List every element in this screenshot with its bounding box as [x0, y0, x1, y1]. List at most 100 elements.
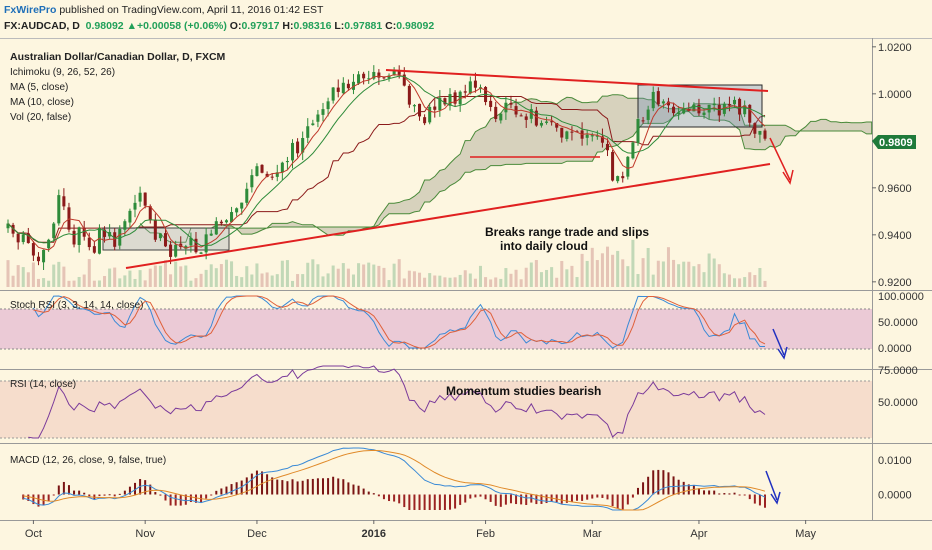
volume-bar	[209, 264, 213, 287]
close-value: 0.98092	[396, 20, 435, 32]
stoch-rsi-pane[interactable]: Stoch RSI (3, 3, 14, 14, close)	[0, 295, 872, 360]
volume-bar	[595, 260, 599, 287]
candle-body	[646, 109, 650, 120]
volume-bar	[692, 266, 696, 287]
candle-body	[301, 138, 305, 153]
price-axis[interactable]: 1.02001.00000.98000.96000.94000.9200100.…	[872, 42, 924, 502]
macd-histogram-bar	[555, 494, 558, 503]
volume-bar	[641, 258, 645, 287]
candle-body	[290, 142, 295, 161]
volume-bar	[514, 269, 518, 287]
volume-bar	[285, 260, 289, 287]
legend-rsi[interactable]: RSI (14, close)	[10, 379, 76, 390]
price-pane[interactable]: Breaks range trade and slips into daily …	[6, 51, 873, 287]
volume-bar	[590, 247, 594, 287]
candle-body	[692, 104, 696, 112]
candle-body	[473, 80, 477, 88]
candle-body	[341, 82, 345, 94]
macd-histogram-bar	[606, 494, 609, 500]
red-down-arrow-icon	[769, 137, 794, 185]
publisher-name[interactable]: FxWirePro	[4, 4, 57, 16]
macd-histogram-bar	[220, 488, 223, 495]
candle-body	[590, 135, 594, 137]
macd-histogram-bar	[296, 481, 299, 495]
candle-body	[245, 188, 249, 203]
volume-bar	[387, 280, 391, 287]
high-label: H:	[282, 20, 294, 32]
macd-histogram-bar	[266, 474, 269, 495]
macd-histogram-bar	[301, 480, 304, 495]
volume-bar	[250, 274, 254, 287]
macd-histogram-bar	[764, 494, 766, 508]
macd-histogram-bar	[576, 494, 579, 501]
candle-body	[21, 234, 25, 243]
macd-histogram-bar	[718, 493, 721, 495]
macd-histogram-bar	[601, 494, 604, 498]
candle-body	[214, 221, 218, 235]
volume-bar	[108, 268, 112, 287]
macd-histogram-bar	[570, 494, 573, 503]
macd-histogram-bar	[286, 481, 289, 495]
candle-body	[11, 224, 15, 234]
macd-histogram-bar	[509, 494, 512, 504]
candle-body	[392, 69, 396, 76]
candle-body	[346, 83, 350, 89]
legend-macd[interactable]: MACD (12, 26, close, 9, false, true)	[10, 455, 166, 466]
macd-histogram-bar	[581, 494, 584, 501]
macd-histogram-bar	[362, 488, 365, 495]
macd-histogram-bar	[367, 491, 370, 495]
low-value: 0.97881	[344, 20, 383, 32]
candle-body	[626, 156, 630, 177]
macd-histogram-bar	[27, 494, 30, 501]
macd-histogram-bar	[321, 478, 324, 495]
macd-histogram-bar	[67, 485, 70, 495]
volume-bar	[153, 265, 157, 287]
candle-body	[733, 99, 737, 105]
legend-stoch[interactable]: Stoch RSI (3, 3, 14, 14, close)	[10, 300, 143, 311]
legend-ichimoku[interactable]: Ichimoku (9, 26, 52, 26)	[10, 67, 115, 78]
volume-bar	[443, 277, 447, 287]
volume-bar	[575, 277, 579, 287]
volume-bar	[346, 268, 350, 287]
time-axis[interactable]: Oct Nov Dec 2016 Feb Mar Apr May	[25, 520, 817, 540]
macd-histogram-bar	[403, 494, 406, 508]
candle-body	[230, 212, 234, 223]
candle-body	[621, 176, 625, 179]
macd-pane[interactable]: MACD (12, 26, close, 9, false, true)	[10, 447, 781, 511]
candle-body	[148, 206, 152, 221]
macd-histogram-bar	[215, 490, 218, 495]
macd-histogram-bar	[52, 494, 55, 496]
candle-body	[616, 176, 620, 182]
candle-body	[702, 112, 706, 115]
volume-bar	[448, 277, 452, 287]
candle-body	[103, 229, 107, 237]
macd-histogram-bar	[276, 479, 279, 495]
volume-bar	[636, 274, 640, 287]
candle-body	[153, 219, 157, 240]
macd-histogram-bar	[697, 488, 700, 495]
legend-ma5[interactable]: MA (5, close)	[10, 82, 68, 93]
rsi-pane[interactable]: RSI (14, close) Momentum studies bearish	[0, 365, 872, 439]
candle-body	[595, 135, 599, 137]
macd-histogram-bar	[626, 494, 629, 505]
volume-bar	[539, 272, 543, 287]
volume-bar	[341, 263, 345, 287]
legend-vol[interactable]: Vol (20, false)	[10, 112, 71, 123]
legend-ma10[interactable]: MA (10, close)	[10, 97, 74, 108]
candle-body	[250, 175, 254, 188]
volume-bar	[580, 253, 584, 287]
macd-histogram-bar	[230, 484, 233, 495]
close-label: C:	[385, 20, 397, 32]
candle-body	[672, 106, 676, 114]
candle-body	[666, 101, 670, 106]
price-badge: 0.9809	[872, 135, 916, 149]
candle-body	[87, 237, 91, 248]
stoch-tick-label: 0.0000	[878, 343, 912, 355]
macd-histogram-bar	[423, 494, 426, 510]
macd-histogram-bar	[703, 490, 706, 495]
candle-body	[377, 72, 381, 78]
macd-histogram-bar	[408, 494, 411, 510]
candle-body	[128, 210, 132, 223]
volume-bar	[82, 274, 86, 287]
